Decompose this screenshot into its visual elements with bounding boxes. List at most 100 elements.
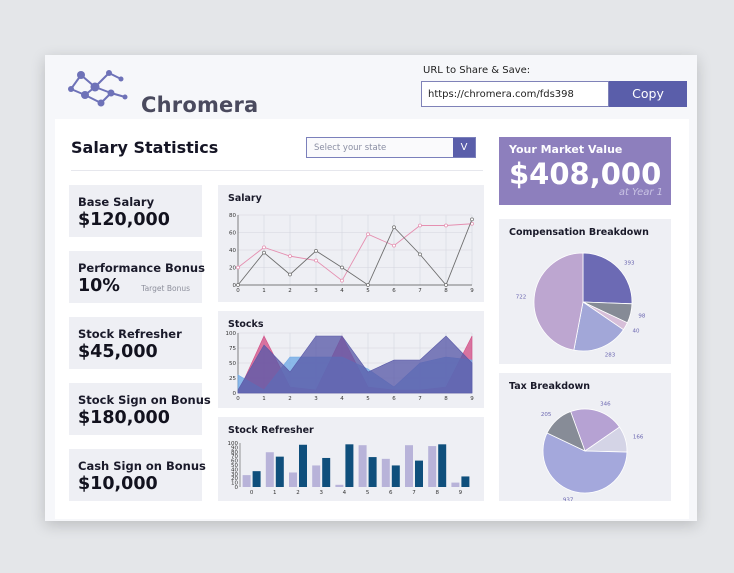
salary-data-point [314, 249, 318, 253]
salary-data-point [392, 243, 396, 248]
x-tick-label: 0 [236, 396, 240, 402]
salary-chart-title: Salary [228, 193, 262, 204]
x-tick-label: 3 [314, 396, 318, 402]
pie-slice-label: 937 [563, 498, 574, 501]
bar-light [451, 482, 460, 487]
bar-dark [438, 444, 447, 487]
y-tick-label: 0 [233, 391, 237, 397]
pie-slice-label: 393 [624, 260, 635, 266]
card-value: 10% [78, 276, 120, 296]
x-tick-label: 0 [250, 490, 254, 496]
pie-slice-label: 346 [600, 401, 611, 407]
y-tick-label: 75 [229, 346, 236, 352]
share-label: URL to Share & Save: [423, 65, 531, 76]
salary-data-point [236, 283, 240, 287]
card-label: Stock Refresher [78, 327, 182, 341]
y-tick-label: 40 [229, 248, 236, 254]
logo: Chromera [63, 65, 263, 117]
bar-light [358, 445, 367, 487]
card-label: Cash Sign on Bonus [78, 459, 206, 473]
card-performance-bonus: Performance Bonus 10% Target Bonus [69, 251, 205, 303]
x-tick-label: 5 [366, 396, 370, 402]
y-tick-label: 100 [226, 331, 237, 337]
salary-data-point [418, 252, 422, 257]
pie-slice [533, 252, 584, 351]
stocks-chart-title: Stocks [228, 319, 264, 330]
bar-dark [322, 457, 331, 487]
card-value: $10,000 [78, 474, 158, 494]
bar-light [335, 484, 344, 487]
pie-slice [570, 408, 621, 452]
logo-network-icon [68, 70, 128, 107]
card-value: $180,000 [78, 408, 170, 428]
copy-button[interactable]: Copy [609, 81, 687, 107]
page-title: Salary Statistics [71, 138, 219, 157]
y-tick-label: 10 [231, 481, 238, 487]
salary-data-point [366, 283, 370, 287]
y-tick-label: 80 [231, 450, 238, 456]
y-tick-label: 20 [229, 266, 236, 272]
y-tick-label: 100 [228, 441, 239, 447]
salary-line-chart: 0 20 40 60 80 0 1 2 3 4 5 6 7 8 9 [229, 213, 474, 294]
x-tick-label: 2 [288, 396, 292, 402]
bar-light [428, 446, 437, 487]
card-stock-sign-on-bonus: Stock Sign on Bonus $180,000 [69, 383, 211, 435]
x-tick-label: 6 [392, 396, 396, 402]
salary-data-point [418, 223, 422, 228]
x-tick-label: 1 [273, 490, 277, 496]
market-value-label: Your Market Value [509, 143, 623, 156]
salary-data-point [392, 225, 396, 230]
stocks-area-series [237, 335, 473, 394]
state-select-placeholder: Select your state [314, 143, 387, 153]
y-tick-label: 20 [231, 476, 238, 482]
y-tick-label: 80 [229, 213, 236, 219]
stock-refresher-chart-card: Stock Refresher 0 10 20 30 40 50 60 70 80 90 100 0 1… [218, 417, 484, 501]
bar-light [289, 472, 297, 487]
salary-series-line [237, 219, 473, 286]
x-tick-label: 7 [418, 396, 422, 402]
x-tick-label: 3 [314, 288, 318, 294]
logo-text: Chromera [141, 93, 259, 117]
y-tick-label: 70 [231, 454, 238, 460]
x-tick-label: 0 [236, 288, 240, 294]
x-tick-label: 6 [392, 288, 396, 294]
card-sub-label: Target Bonus [141, 284, 190, 293]
x-tick-label: 4 [343, 490, 347, 496]
x-tick-label: 4 [340, 396, 344, 402]
bar-dark [415, 460, 423, 487]
pie-slice [573, 301, 624, 352]
stocks-area-chart: 0 25 50 75 100 0 1 2 3 4 5 6 7 8 9 [226, 331, 475, 402]
y-tick-label: 0 [235, 485, 239, 491]
x-tick-label: 7 [412, 490, 416, 496]
y-tick-label: 25 [229, 376, 236, 382]
salary-data-point [262, 245, 266, 250]
tax-pie-chart: 346 166 937 205 [541, 401, 644, 501]
state-select-toggle-button[interactable]: V [453, 138, 475, 157]
title-divider [71, 170, 483, 171]
pie-slice-label: 283 [605, 353, 616, 359]
x-tick-label: 6 [389, 490, 393, 496]
pie-slice-label: 722 [516, 295, 527, 301]
x-tick-label: 2 [288, 288, 292, 294]
card-base-salary: Base Salary $120,000 [69, 185, 202, 237]
salary-data-point [236, 265, 240, 270]
x-tick-label: 9 [459, 490, 463, 496]
salary-series-line [237, 223, 473, 282]
salary-data-point [288, 254, 292, 258]
stocks-chart-card: Stocks 0 25 50 75 100 0 1 2 3 4 5 6 7 8 9 [218, 311, 484, 408]
bar-dark [299, 444, 307, 487]
pie-slice [582, 252, 633, 305]
bar-light [242, 475, 251, 487]
x-tick-label: 9 [470, 396, 474, 402]
stock-refresher-chart-title: Stock Refresher [228, 425, 314, 436]
pie-slice [542, 432, 628, 494]
bar-light [405, 445, 413, 487]
salary-data-point [470, 217, 474, 222]
x-tick-label: 5 [366, 490, 370, 496]
state-select[interactable]: Select your state V [306, 137, 476, 158]
x-tick-label: 7 [418, 288, 422, 294]
y-tick-label: 90 [231, 445, 238, 451]
share-url-field[interactable]: https://chromera.com/fds398 [421, 81, 609, 107]
pie-slice-label: 98 [638, 313, 645, 319]
